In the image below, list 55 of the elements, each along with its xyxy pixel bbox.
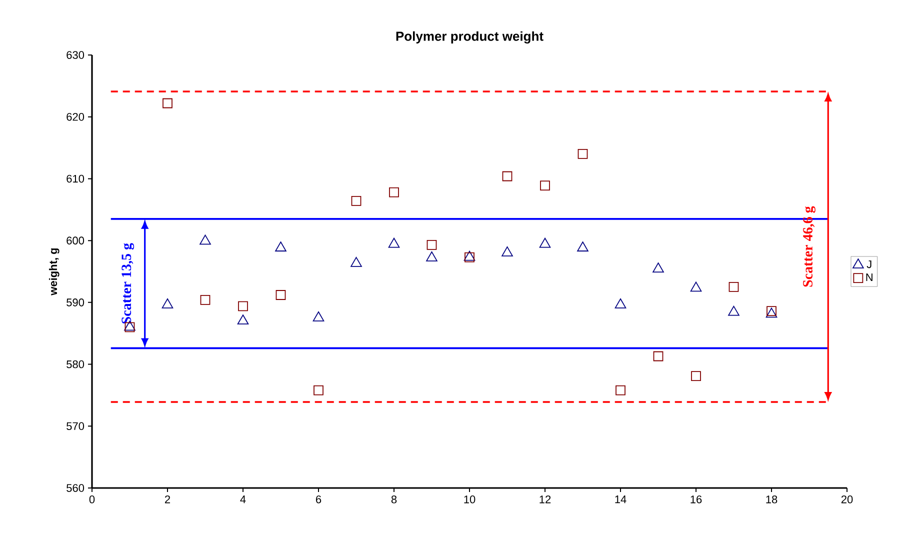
x-tick-label: 16 [690, 496, 702, 504]
point [578, 149, 588, 159]
annotation: Scatter 13,5 g [122, 243, 134, 324]
x-tick-label: 10 [464, 496, 476, 504]
point [314, 385, 324, 396]
annotation: Scatter 46,6 g [803, 206, 816, 287]
point [728, 306, 740, 316]
point [389, 187, 399, 198]
point [312, 311, 324, 322]
y-tick-label: 590 [66, 298, 84, 306]
y-tick-label: 630 [66, 51, 84, 59]
point [238, 301, 248, 312]
point [502, 246, 513, 256]
point [616, 385, 626, 396]
point [539, 238, 551, 248]
y-tick-label: 580 [66, 360, 84, 368]
point [237, 314, 249, 324]
point [276, 290, 286, 300]
point [577, 242, 588, 252]
x-tick-label: 2 [164, 496, 170, 504]
point [653, 351, 664, 362]
y-tick-label: 570 [66, 422, 84, 430]
point [162, 98, 172, 108]
point [690, 282, 702, 292]
x-tick-label: 20 [841, 496, 853, 504]
point [351, 196, 362, 206]
point [502, 171, 512, 182]
x-tick-label: 4 [240, 496, 246, 504]
point [350, 257, 362, 267]
y-tick-label: 600 [66, 236, 84, 244]
point [614, 298, 626, 308]
point [275, 242, 286, 252]
point [540, 180, 550, 190]
x-tick-label: 12 [540, 496, 551, 504]
point [388, 238, 400, 248]
x-tick-label: 8 [391, 496, 397, 504]
x-tick-label: 6 [316, 496, 322, 504]
point [162, 298, 174, 308]
y-tick-label: 610 [66, 174, 84, 183]
y-tick-label: 620 [66, 112, 84, 121]
point [200, 295, 210, 305]
point [728, 282, 739, 292]
point [426, 240, 437, 250]
legend-label: N [866, 274, 872, 282]
y-axis-title: weight, g [48, 248, 60, 296]
x-tick-label: 18 [766, 496, 778, 504]
point [426, 251, 438, 262]
chart-title: Polymer product weight [396, 31, 544, 44]
x-tick-label: 14 [615, 496, 626, 504]
point [200, 234, 211, 245]
point [691, 371, 701, 381]
y-tick-label: 560 [66, 484, 84, 492]
point [652, 262, 664, 272]
legend-label: J [866, 260, 872, 268]
x-tick-label: 0 [89, 496, 95, 504]
